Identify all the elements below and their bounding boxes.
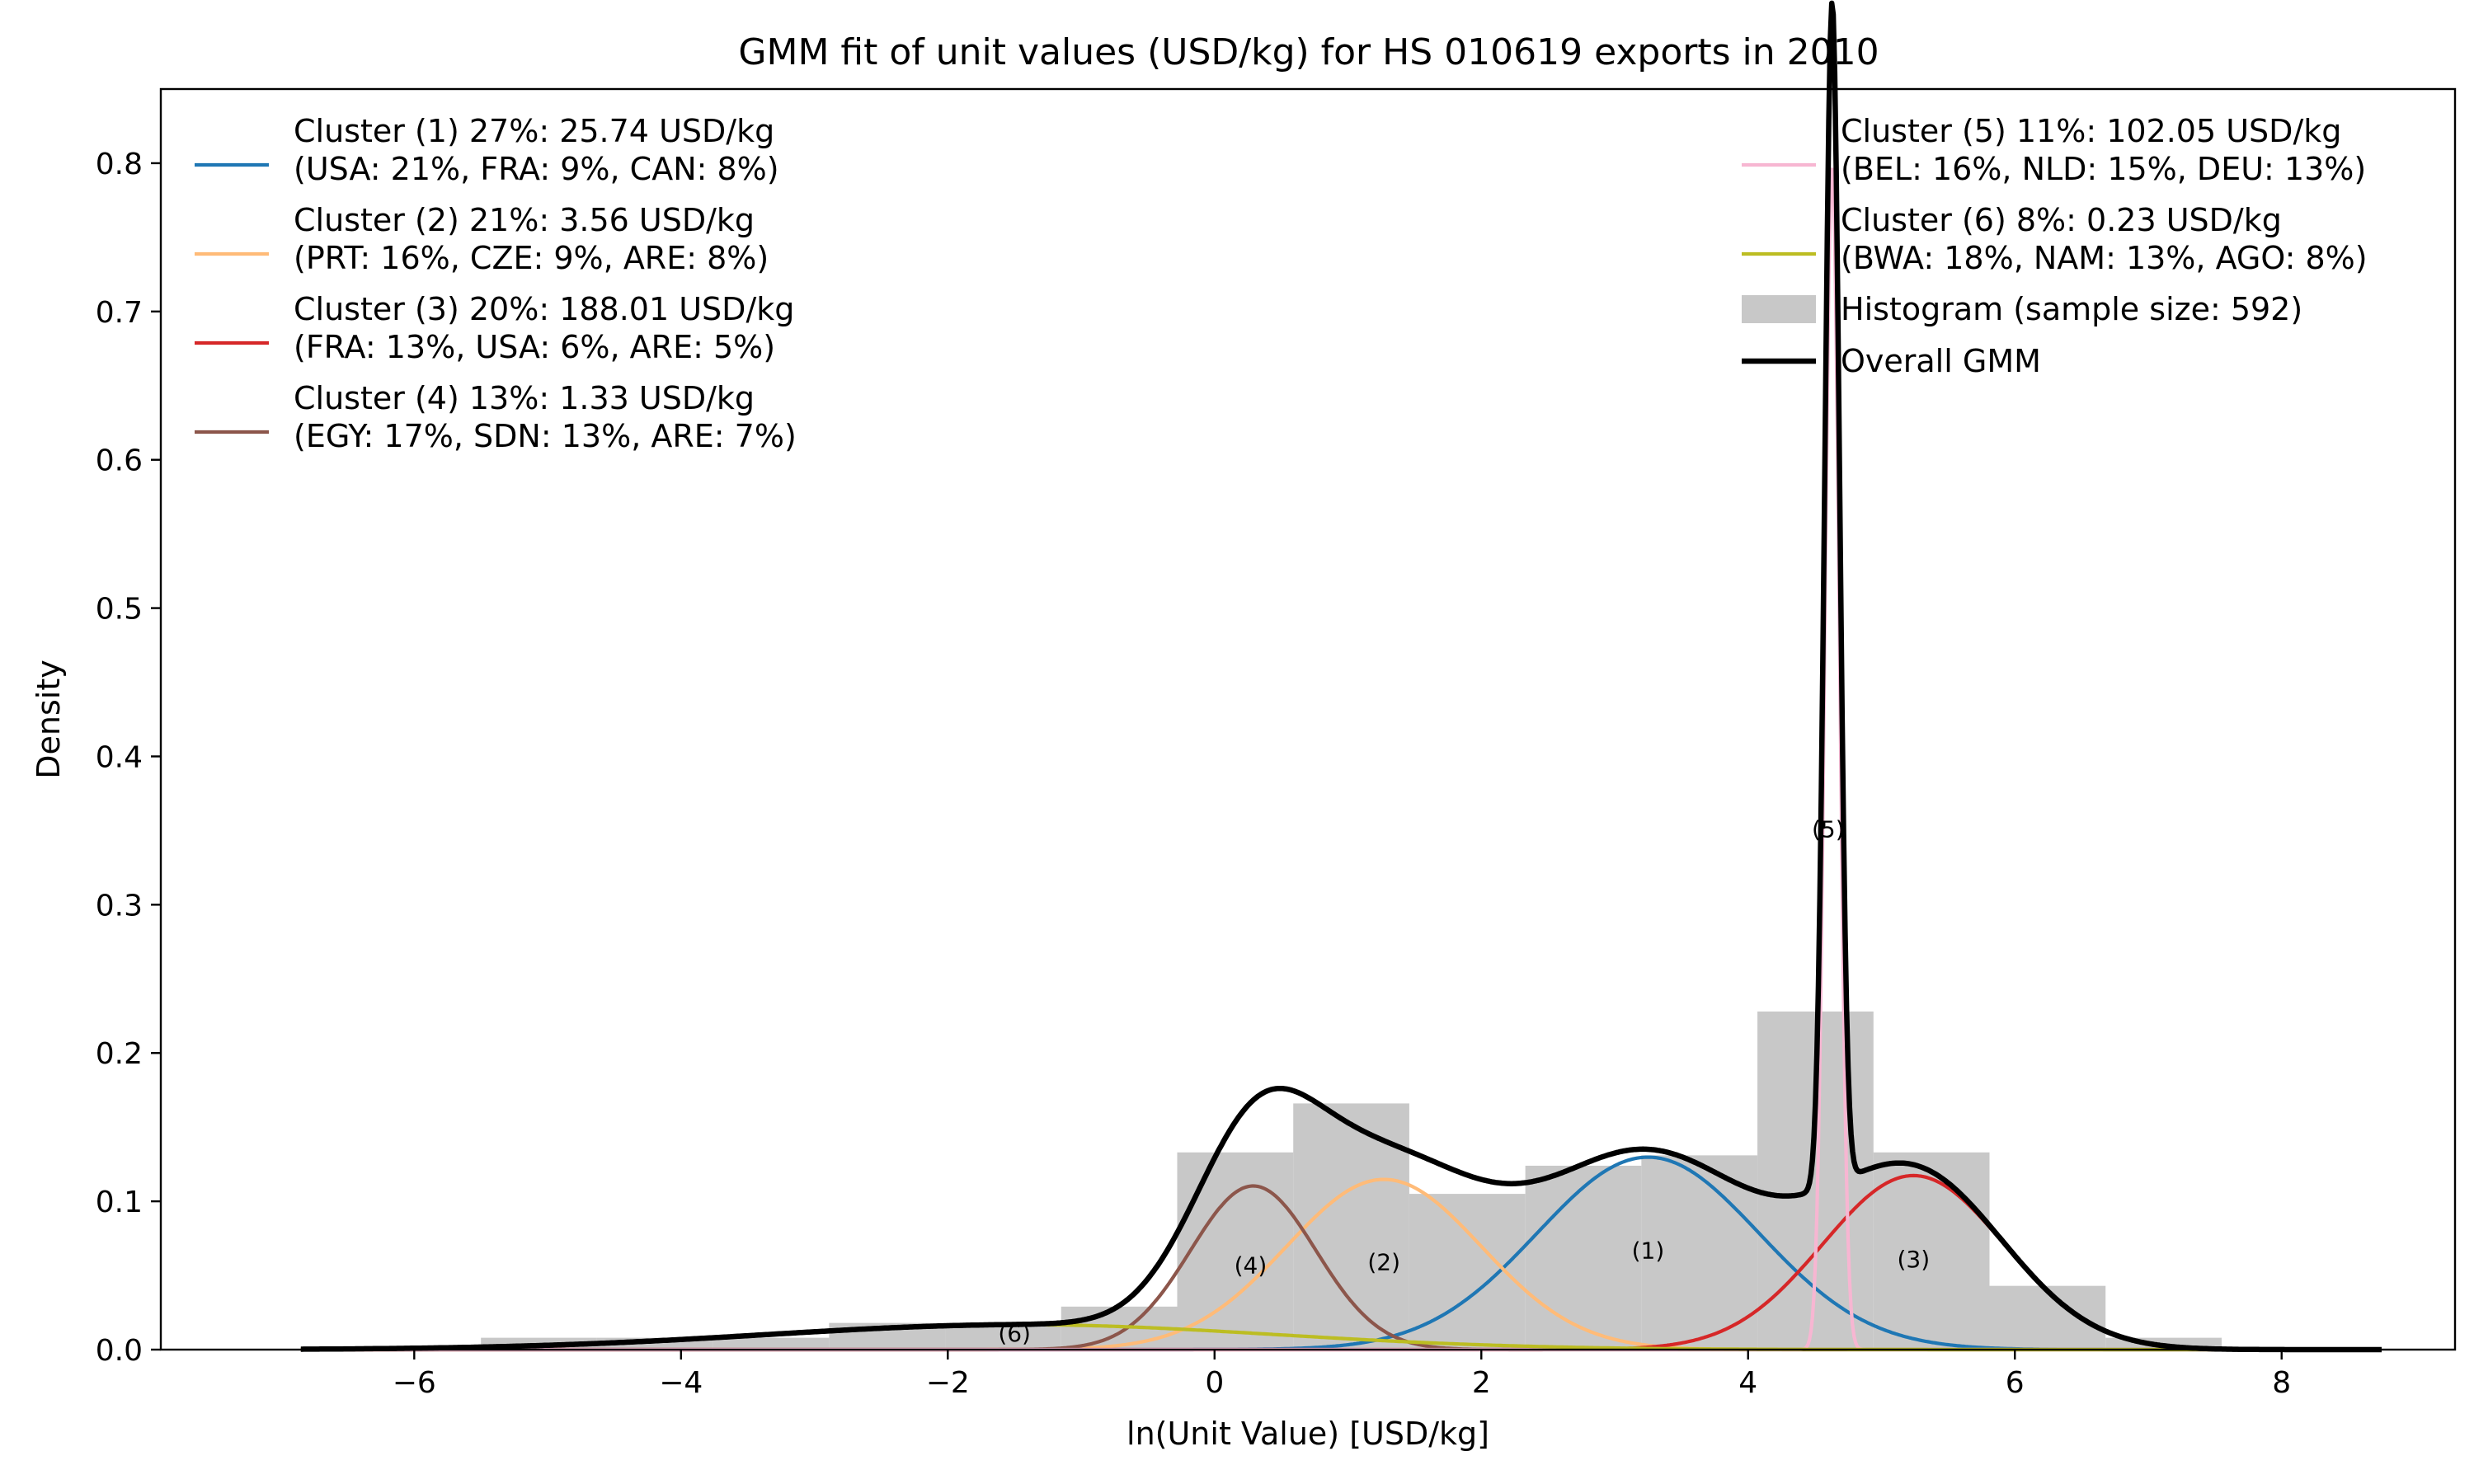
- x-tick-label: −6: [393, 1366, 436, 1400]
- y-axis-label: Density: [31, 660, 67, 778]
- legend-cluster-1-line1: Cluster (1) 27%: 25.74 USD/kg: [294, 113, 774, 149]
- cluster-4-tag: (4): [1235, 1252, 1268, 1279]
- histogram-bar: [1525, 1165, 1642, 1350]
- x-tick-label: 2: [1472, 1366, 1491, 1400]
- y-tick-label: 0.8: [96, 148, 143, 181]
- x-tick-label: 6: [2006, 1366, 2025, 1400]
- histogram-bar: [713, 1337, 830, 1350]
- cluster-5-tag: (5): [1812, 815, 1845, 843]
- legend-histogram-label: Histogram (sample size: 592): [1841, 291, 2302, 327]
- legend-cluster-6-line2: (BWA: 18%, NAM: 13%, AGO: 8%): [1841, 240, 2368, 276]
- legend-cluster-1-line2: (USA: 21%, FRA: 9%, CAN: 8%): [294, 151, 779, 187]
- y-tick-label: 0.5: [96, 593, 143, 627]
- x-axis-label: ln(Unit Value) [USD/kg]: [1126, 1416, 1489, 1452]
- legend-histogram-handle: [1742, 295, 1816, 323]
- histogram-bar: [1641, 1155, 1758, 1350]
- histogram-bar: [1293, 1103, 1409, 1350]
- plot-frame: [159, 87, 2457, 1351]
- x-tick-label: 8: [2272, 1366, 2291, 1400]
- legend-cluster-5-line1: Cluster (5) 11%: 102.05 USD/kg: [1841, 113, 2341, 149]
- cluster-tags: (1) (2) (3) (4) (5) (6): [998, 815, 1930, 1347]
- y-tick-label: 0.4: [96, 740, 143, 774]
- y-tick-label: 0.6: [96, 444, 143, 478]
- x-tick-label: 4: [1738, 1366, 1757, 1400]
- x-tick-label: −4: [659, 1366, 703, 1400]
- histogram-bar: [1873, 1152, 1990, 1350]
- legend-cluster-3-line2: (FRA: 13%, USA: 6%, ARE: 5%): [294, 329, 775, 365]
- chart-title: GMM fit of unit values (USD/kg) for HS 0…: [738, 31, 1879, 73]
- axes: −6 −4 −2 0 2 4 6 8 0.0 0.1 0.2 0.3 0.4 0.5 0.6 0.7 0.8: [96, 148, 2291, 1400]
- cluster-1-tag: (1): [1632, 1237, 1665, 1264]
- histogram-bar: [1177, 1152, 1294, 1350]
- legend-cluster-2-line1: Cluster (2) 21%: 3.56 USD/kg: [294, 202, 755, 238]
- y-tick-label: 0.1: [96, 1186, 143, 1219]
- cluster-2-tag: (2): [1367, 1249, 1400, 1276]
- y-tick-label: 0.3: [96, 889, 143, 923]
- histogram-bar: [1989, 1285, 2106, 1350]
- legend-overall-label: Overall GMM: [1841, 343, 2041, 379]
- x-tick-label: 0: [1205, 1366, 1224, 1400]
- legend-cluster-5-line2: (BEL: 16%, NLD: 15%, DEU: 13%): [1841, 151, 2366, 187]
- y-tick-label: 0.7: [96, 296, 143, 330]
- y-tick-label: 0.2: [96, 1037, 143, 1071]
- y-tick-label: 0.0: [96, 1334, 143, 1368]
- cluster-3-tag: (3): [1897, 1246, 1930, 1273]
- x-tick-label: −2: [926, 1366, 970, 1400]
- cluster-6-tag: (6): [998, 1320, 1031, 1347]
- overall-gmm-curve: [299, 0, 2383, 1353]
- legend: Cluster (1) 27%: 25.74 USD/kg(USA: 21%, …: [195, 113, 2368, 454]
- legend-cluster-2-line2: (PRT: 16%, CZE: 9%, ARE: 8%): [294, 240, 769, 276]
- legend-cluster-4-line2: (EGY: 17%, SDN: 13%, ARE: 7%): [294, 418, 797, 454]
- legend-cluster-6-line1: Cluster (6) 8%: 0.23 USD/kg: [1841, 202, 2282, 238]
- legend-cluster-4-line1: Cluster (4) 13%: 1.33 USD/kg: [294, 380, 755, 416]
- legend-cluster-3-line1: Cluster (3) 20%: 188.01 USD/kg: [294, 291, 794, 327]
